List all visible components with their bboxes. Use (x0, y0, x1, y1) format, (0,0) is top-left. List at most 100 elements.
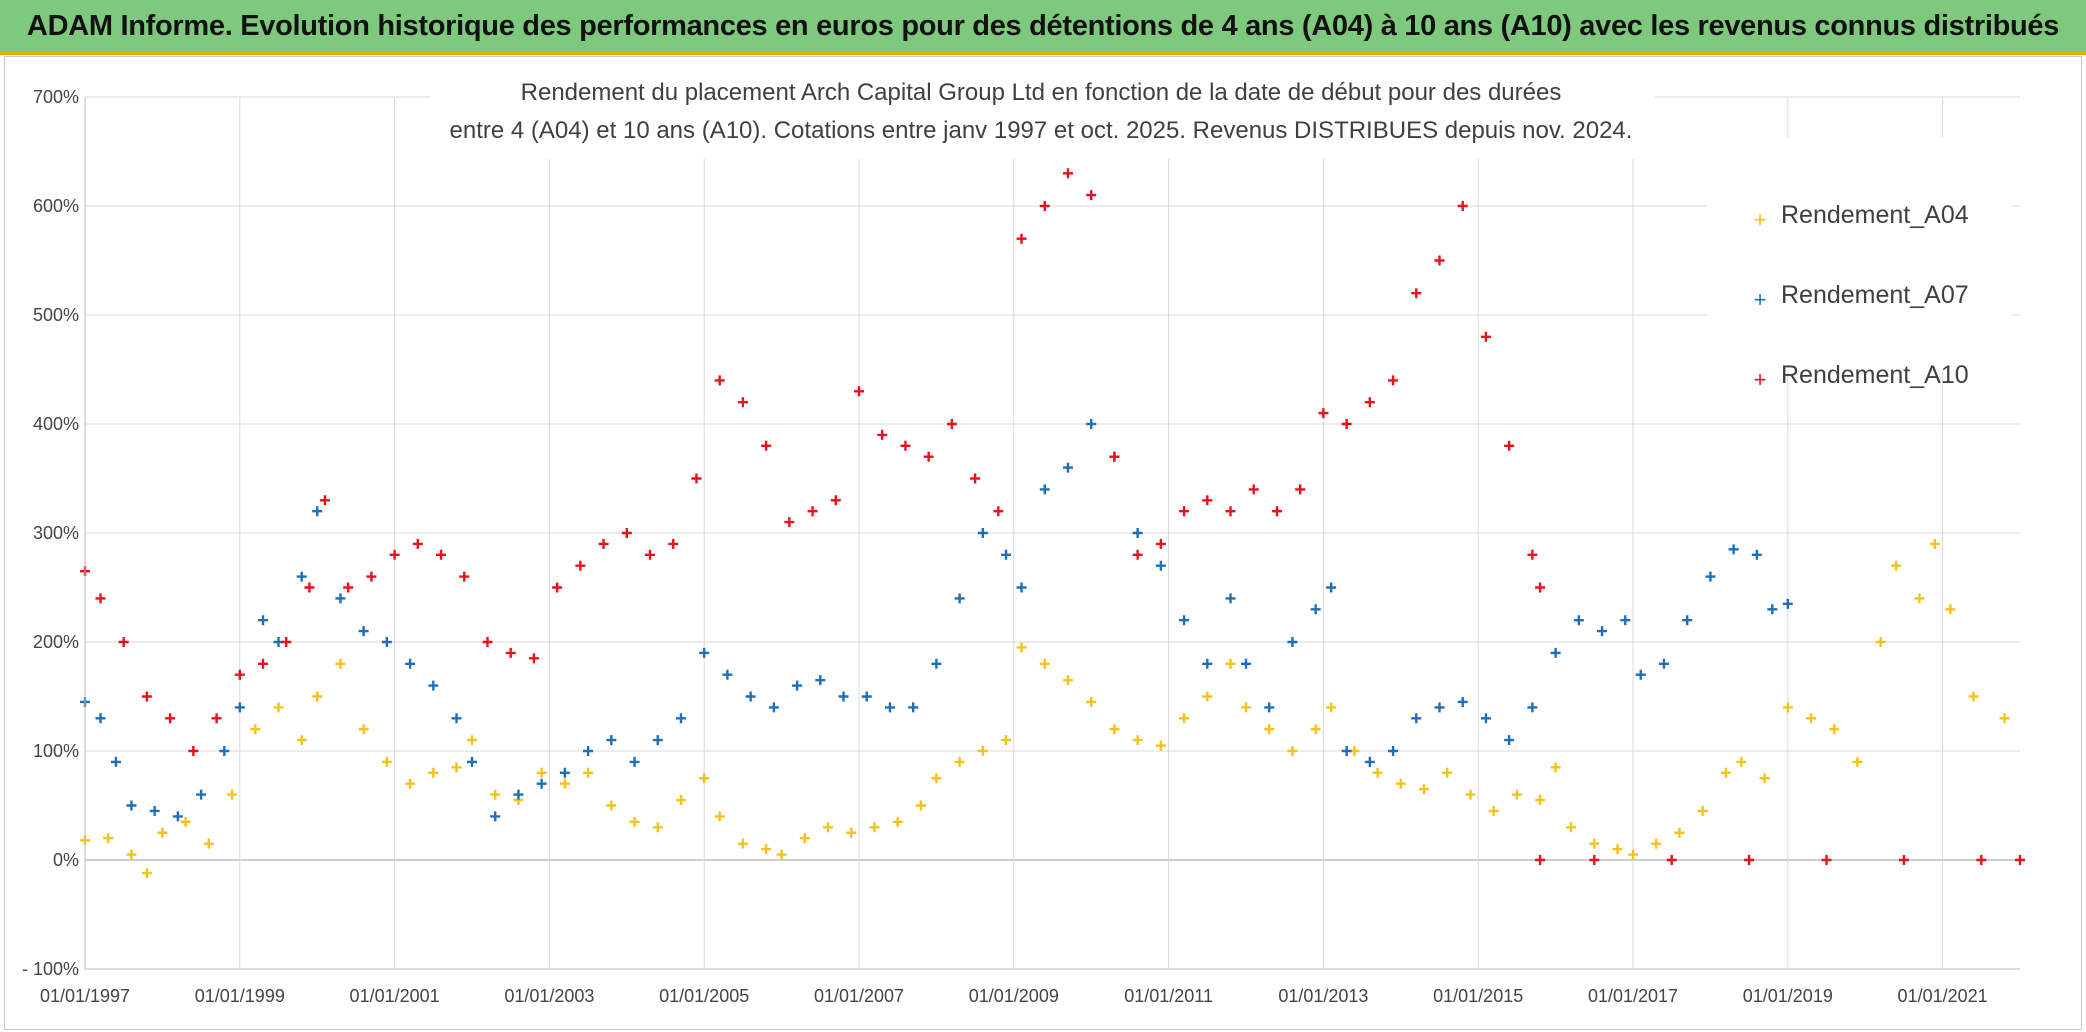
chart-frame: - 100% 0% 100% 200% 300% 400% 500% 600% 700% 01/0… (4, 56, 2082, 1030)
data-point (1589, 855, 1600, 865)
legend-label-a04: Rendement_A04 (1781, 201, 1969, 229)
data-point (1062, 168, 1073, 179)
data-point (1511, 789, 1522, 800)
data-point (1434, 702, 1445, 713)
data-point (1666, 855, 1677, 865)
data-point (761, 844, 772, 855)
data-point (1086, 419, 1097, 429)
data-point (1821, 855, 1832, 865)
data-point (629, 756, 640, 767)
x-tick-label: 01/01/2003 (504, 986, 594, 1006)
data-point (1434, 255, 1445, 266)
data-point (428, 680, 439, 691)
data-point (854, 386, 864, 397)
data-point (1341, 746, 1352, 756)
y-tick-label: - 100% (22, 959, 79, 979)
data-point (583, 767, 594, 778)
data-point (675, 713, 686, 724)
data-point (645, 549, 656, 560)
data-point (110, 756, 121, 767)
data-point (1062, 462, 1073, 473)
data-point (157, 827, 168, 838)
data-point (1364, 397, 1375, 408)
x-tick-label: 01/01/2001 (350, 986, 440, 1006)
data-point (877, 429, 888, 440)
data-point (141, 868, 152, 879)
data-point (335, 593, 346, 604)
data-point (861, 691, 872, 702)
data-point (389, 549, 400, 560)
series-rendement-a04 (80, 538, 2010, 879)
data-point (1852, 756, 1863, 767)
data-point (1086, 696, 1097, 707)
y-tick-label: 600% (33, 196, 79, 216)
data-point (1504, 735, 1515, 746)
data-point (188, 746, 199, 756)
data-point (1929, 538, 1940, 549)
data-point (1132, 735, 1143, 746)
data-point (1179, 713, 1190, 724)
data-point (1442, 767, 1453, 778)
x-tick-label: 01/01/2007 (814, 986, 904, 1006)
scatter-chart: - 100% 0% 100% 200% 300% 400% 500% 600% 700% 01/0… (22, 59, 2025, 1006)
data-point (1597, 626, 1608, 637)
data-point (1287, 746, 1298, 756)
data-point (505, 647, 516, 658)
data-point (977, 528, 988, 538)
data-point (745, 691, 756, 702)
data-point (1806, 713, 1817, 724)
data-point (993, 506, 1004, 517)
data-point (1914, 593, 1925, 604)
data-point (846, 827, 857, 838)
x-tick-label: 01/01/2009 (969, 986, 1059, 1006)
data-point (776, 849, 787, 860)
data-point (1241, 702, 1251, 713)
data-point (1016, 233, 1027, 244)
legend-background (1707, 137, 2012, 372)
data-point (258, 615, 269, 626)
data-point (319, 495, 330, 506)
x-tick-label: 01/01/2019 (1743, 986, 1833, 1006)
data-point (451, 762, 462, 773)
data-point (1326, 702, 1337, 713)
data-point (490, 789, 501, 800)
data-point (1550, 647, 1561, 658)
data-point (1658, 658, 1669, 669)
data-point (1589, 838, 1600, 849)
data-point (1179, 615, 1190, 626)
data-point (165, 713, 176, 724)
data-point (583, 746, 594, 756)
data-point (1264, 702, 1275, 713)
data-point (1829, 724, 1840, 735)
data-point (869, 822, 880, 833)
data-point (761, 440, 772, 451)
data-point (2015, 855, 2025, 865)
legend-label-a10: Rendement_A10 (1781, 361, 1969, 389)
data-point (737, 397, 748, 408)
data-point (830, 495, 841, 506)
data-point (699, 647, 710, 658)
data-point (1535, 855, 1546, 865)
data-point (1155, 560, 1166, 571)
data-point (970, 473, 981, 484)
data-point (172, 811, 183, 822)
data-point (1535, 582, 1546, 593)
data-point (1674, 827, 1685, 838)
data-point (1411, 713, 1422, 724)
y-tick-label: 500% (33, 305, 79, 325)
data-point (1697, 805, 1708, 816)
x-tick-label: 01/01/1999 (195, 986, 285, 1006)
data-point (1744, 855, 1755, 865)
data-point (1751, 549, 1762, 560)
page-title: ADAM Informe. Evolution historique des p… (26, 9, 2060, 42)
data-point (977, 746, 988, 756)
data-point (227, 789, 238, 800)
data-point (1202, 495, 1213, 506)
data-point (1039, 658, 1050, 669)
data-point (381, 756, 392, 767)
data-point (768, 702, 779, 713)
data-point (467, 735, 477, 746)
data-point (1527, 549, 1538, 560)
data-point (1062, 675, 1073, 686)
data-point (1039, 201, 1050, 211)
